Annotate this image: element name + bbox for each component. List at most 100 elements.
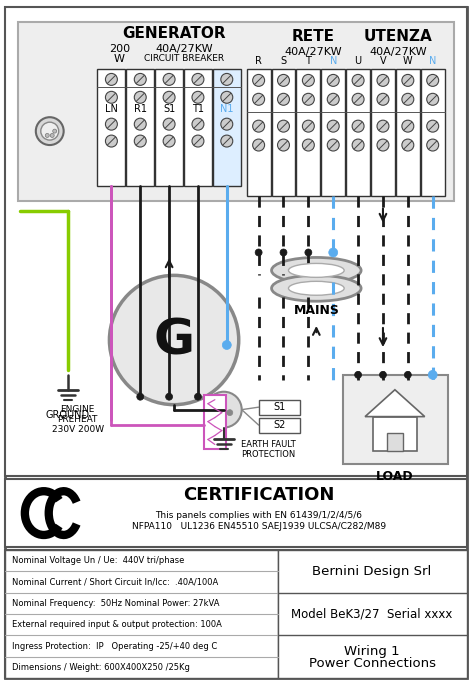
Circle shape — [45, 134, 49, 138]
Bar — [184, 69, 212, 186]
Text: MAINS: MAINS — [293, 303, 339, 316]
Bar — [421, 69, 445, 196]
Circle shape — [428, 371, 437, 379]
Ellipse shape — [289, 282, 344, 295]
Text: S: S — [281, 56, 287, 66]
Circle shape — [327, 139, 339, 151]
Circle shape — [380, 371, 386, 378]
Bar — [246, 69, 271, 196]
Circle shape — [253, 120, 264, 132]
Circle shape — [377, 139, 389, 151]
Text: UTENZA: UTENZA — [364, 29, 432, 44]
Circle shape — [402, 93, 414, 105]
Bar — [213, 69, 241, 186]
Circle shape — [165, 393, 173, 400]
Circle shape — [253, 139, 264, 151]
Circle shape — [305, 249, 312, 256]
Text: GROUND: GROUND — [46, 410, 90, 420]
Text: S1: S1 — [273, 402, 286, 412]
Circle shape — [255, 249, 262, 256]
Text: Ingress Protection:  IP   Operating -25/+40 deg C: Ingress Protection: IP Operating -25/+40… — [12, 642, 217, 651]
Bar — [387, 432, 403, 451]
Circle shape — [134, 73, 146, 86]
Circle shape — [278, 93, 290, 105]
Circle shape — [134, 135, 146, 147]
Circle shape — [192, 119, 204, 130]
Ellipse shape — [272, 258, 361, 284]
Circle shape — [163, 119, 175, 130]
Circle shape — [302, 93, 314, 105]
Circle shape — [221, 119, 233, 130]
Text: Nominal Frequency:  50Hz Nominal Power: 27kVA: Nominal Frequency: 50Hz Nominal Power: 2… — [12, 599, 219, 608]
Bar — [98, 69, 125, 186]
Circle shape — [302, 75, 314, 86]
Bar — [278, 550, 466, 678]
Circle shape — [402, 120, 414, 132]
Bar — [5, 550, 278, 678]
Text: LN: LN — [105, 104, 118, 114]
Text: N1: N1 — [220, 104, 234, 114]
Text: Bernini Design Srl: Bernini Design Srl — [312, 565, 432, 577]
Circle shape — [221, 91, 233, 103]
Bar — [18, 22, 454, 201]
Circle shape — [327, 93, 339, 105]
Text: T1: T1 — [192, 104, 204, 114]
Text: LOAD: LOAD — [376, 470, 414, 483]
Text: ENGINE
PREHEAT
230V 200W: ENGINE PREHEAT 230V 200W — [52, 405, 104, 434]
Circle shape — [192, 135, 204, 147]
Circle shape — [109, 275, 239, 405]
Circle shape — [253, 75, 264, 86]
Circle shape — [192, 73, 204, 86]
Text: 40A/27KW: 40A/27KW — [284, 47, 342, 57]
Circle shape — [134, 91, 146, 103]
Circle shape — [137, 393, 144, 400]
Text: External required input & output protection: 100A: External required input & output protect… — [12, 620, 222, 630]
Circle shape — [427, 75, 438, 86]
Circle shape — [221, 73, 233, 86]
Circle shape — [105, 73, 118, 86]
Circle shape — [280, 249, 287, 256]
Bar — [5, 7, 466, 476]
Bar — [5, 479, 466, 547]
Ellipse shape — [272, 275, 361, 301]
Circle shape — [329, 248, 337, 257]
Circle shape — [302, 120, 314, 132]
Circle shape — [355, 371, 362, 378]
Text: Nominal Current / Short Circuit In/Icc:  .40A/100A: Nominal Current / Short Circuit In/Icc: … — [12, 577, 218, 586]
Circle shape — [41, 122, 59, 140]
Bar — [259, 399, 301, 414]
Text: W: W — [403, 56, 413, 66]
Circle shape — [278, 120, 290, 132]
Bar — [127, 69, 154, 186]
Circle shape — [352, 120, 364, 132]
Circle shape — [222, 340, 231, 349]
Circle shape — [327, 75, 339, 86]
Text: T: T — [305, 56, 311, 66]
Text: R: R — [255, 56, 262, 66]
Bar — [371, 69, 395, 196]
Circle shape — [404, 371, 411, 378]
Text: S1: S1 — [163, 104, 175, 114]
Bar — [296, 69, 320, 196]
Text: 40A/27KW: 40A/27KW — [155, 44, 213, 53]
Circle shape — [192, 91, 204, 103]
Circle shape — [221, 135, 233, 147]
Circle shape — [278, 139, 290, 151]
Circle shape — [377, 75, 389, 86]
Text: Dimensions / Weight: 600X400X250 /25Kg: Dimensions / Weight: 600X400X250 /25Kg — [12, 663, 190, 672]
Circle shape — [50, 134, 54, 138]
Circle shape — [352, 75, 364, 86]
Circle shape — [134, 119, 146, 130]
Circle shape — [105, 119, 118, 130]
Bar — [272, 69, 295, 196]
Text: N: N — [329, 56, 337, 66]
Circle shape — [253, 93, 264, 105]
Circle shape — [352, 139, 364, 151]
Circle shape — [163, 135, 175, 147]
Text: NFPA110   UL1236 EN45510 SAEJ1939 ULCSA/C282/M89: NFPA110 UL1236 EN45510 SAEJ1939 ULCSA/C2… — [132, 521, 386, 530]
Circle shape — [352, 93, 364, 105]
Text: CIRCUIT BREAKER: CIRCUIT BREAKER — [144, 54, 224, 63]
Circle shape — [427, 120, 438, 132]
Circle shape — [427, 139, 438, 151]
Text: GENERATOR: GENERATOR — [122, 26, 226, 41]
